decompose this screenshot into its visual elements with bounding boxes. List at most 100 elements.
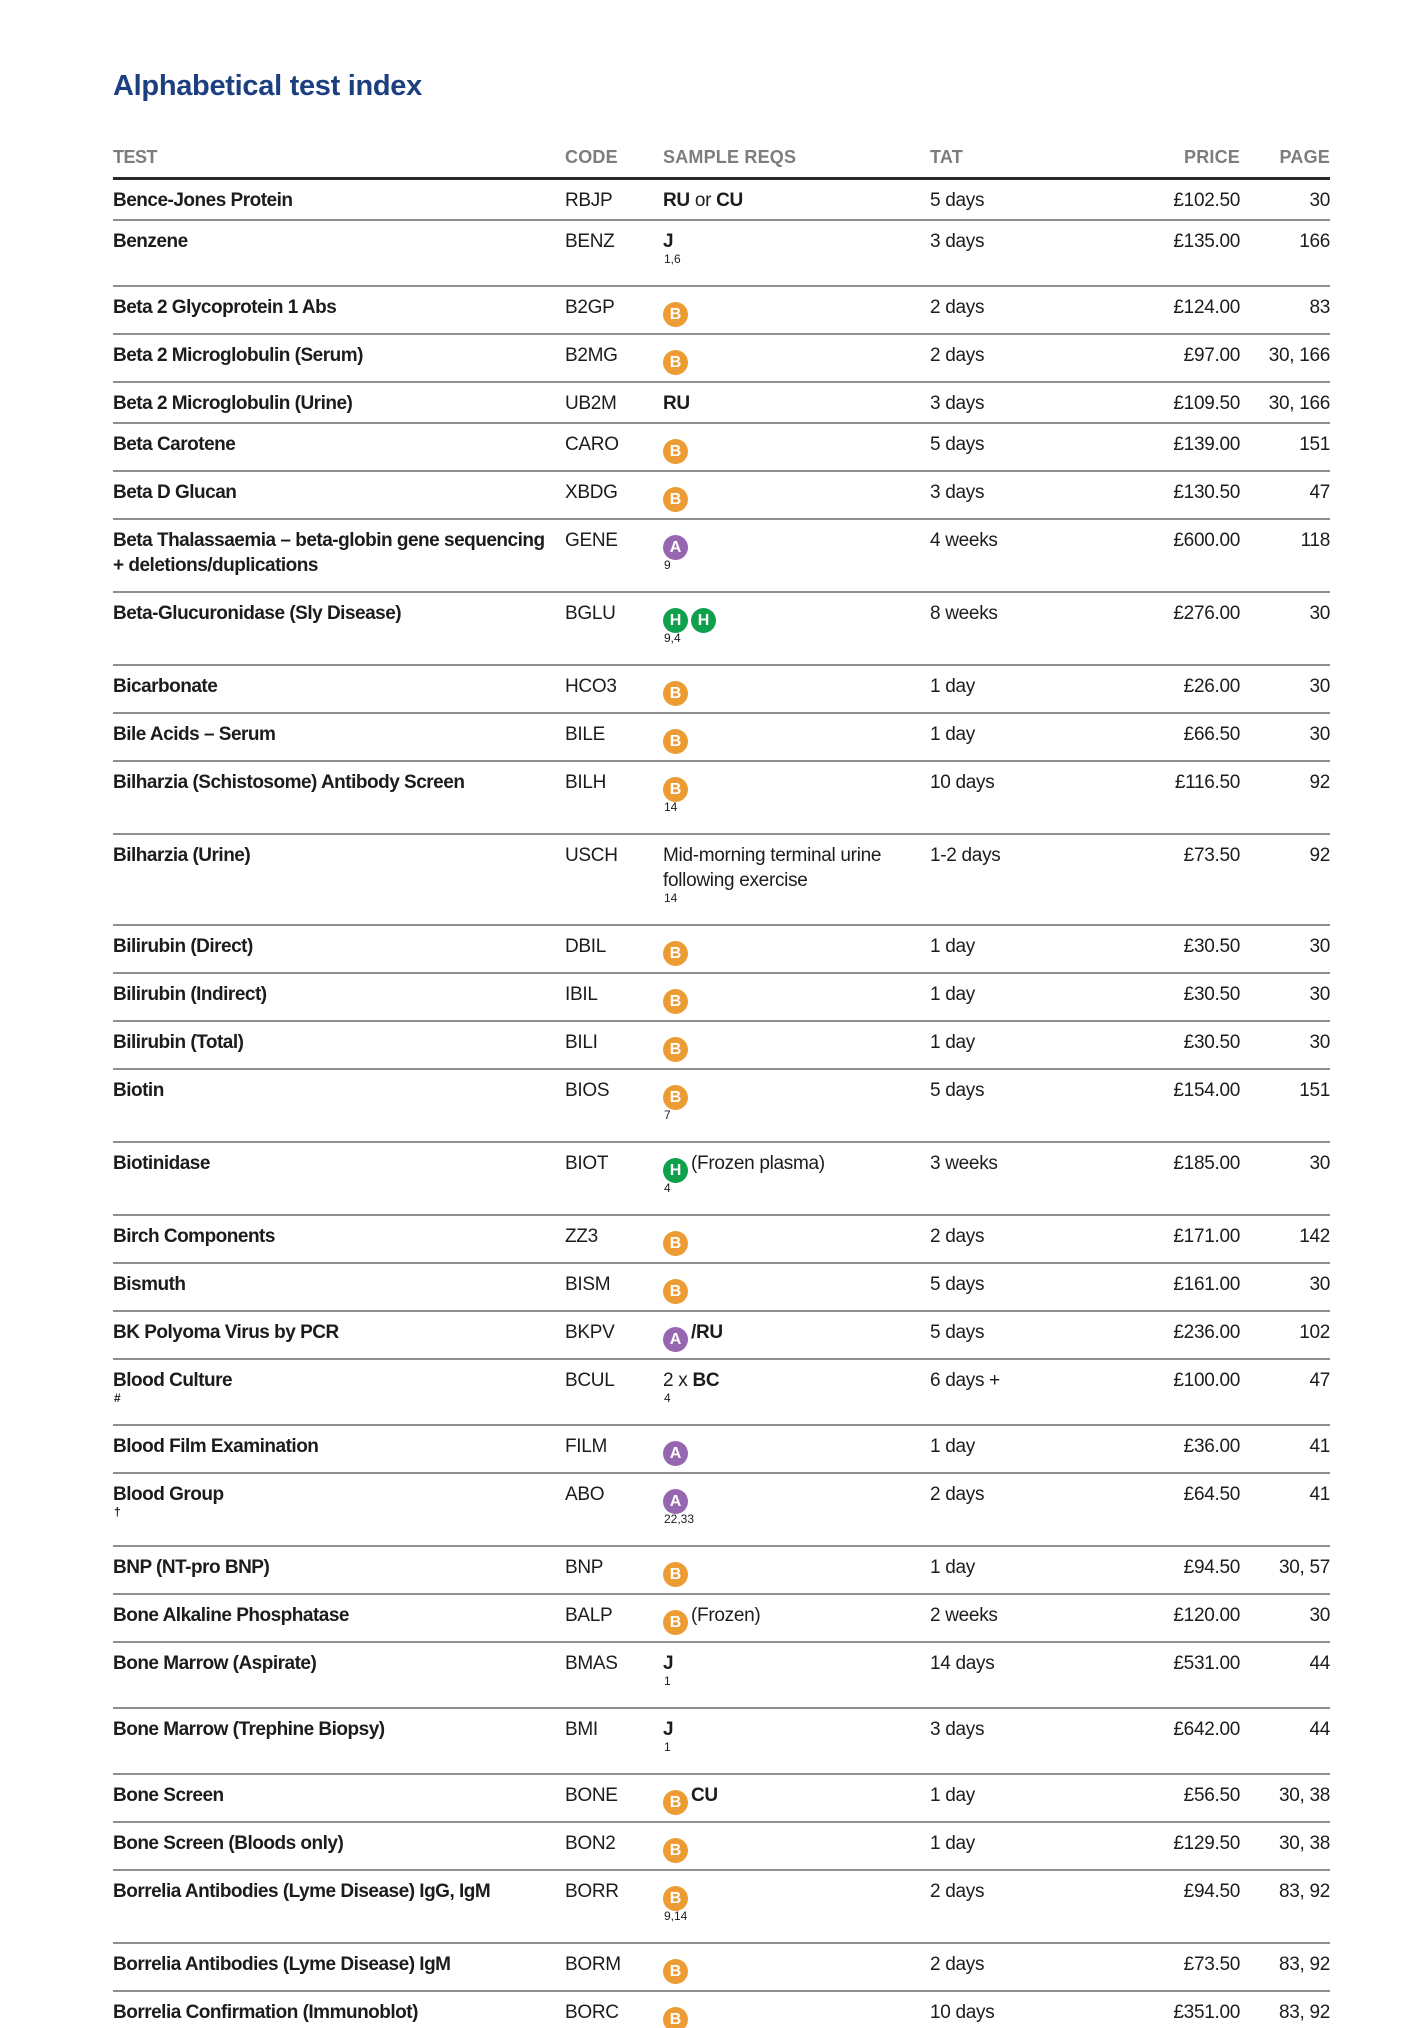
sample-reqs: A/RU [663, 1320, 930, 1352]
test-name: Bilharzia (Schistosome) Antibody Screen [113, 772, 465, 793]
test-name: Beta Thalassaemia – beta-globin gene seq… [113, 530, 545, 576]
test-code: BNP [565, 1557, 604, 1578]
price-value: £36.00 [1183, 1436, 1241, 1457]
test-name: Borrelia Antibodies (Lyme Disease) IgG, … [113, 1881, 491, 1902]
sample-reqs: RU [663, 391, 930, 416]
sample-text: (Frozen plasma) [691, 1153, 825, 1174]
page-ref: 30 [1309, 1274, 1330, 1295]
sample-badge-b-icon: B [663, 350, 688, 375]
test-name: Beta-Glucuronidase (Sly Disease) [113, 603, 402, 624]
test-code: GENE [565, 530, 618, 551]
sample-badge-b-icon: B [663, 729, 688, 754]
test-code: BCUL [565, 1370, 615, 1391]
tat-value: 2 days [930, 1484, 985, 1505]
tat-value: 1 day [930, 676, 975, 697]
tat-value: 5 days [930, 1080, 985, 1101]
page-ref: 44 [1309, 1719, 1330, 1740]
test-name: Beta D Glucan [113, 482, 237, 503]
sample-reqs: B9,14 [663, 2000, 930, 2028]
tat-value: 2 days [930, 1226, 985, 1247]
page-ref: 30 [1309, 1605, 1330, 1626]
test-code: BIOT [565, 1153, 609, 1174]
tat-value: 1 day [930, 1785, 975, 1806]
sample-text: (Frozen) [691, 1605, 761, 1626]
sample-code: BC [692, 1370, 720, 1391]
page-ref: 83, 92 [1278, 2002, 1330, 2023]
test-name: Beta Carotene [113, 434, 236, 455]
page-ref: 92 [1309, 845, 1330, 866]
table-row: Bismuth BISM B 5 days £161.00 30 [113, 1264, 1330, 1312]
test-name: Bilharzia (Urine) [113, 845, 251, 866]
price-value: £600.00 [1173, 530, 1240, 551]
sample-reqs: H H 9,4 [663, 601, 930, 658]
sample-badge-b-icon: B [663, 1886, 688, 1911]
sample-footnote-ref: 4 [664, 1391, 671, 1405]
price-value: £135.00 [1173, 231, 1240, 252]
tat-value: 2 weeks [930, 1605, 998, 1626]
column-header-test: TEST [113, 147, 158, 167]
sample-text: 2 x [663, 1370, 693, 1391]
sample-reqs: B [663, 480, 930, 512]
page-ref: 166 [1299, 231, 1330, 252]
test-code: BMAS [565, 1653, 618, 1674]
table-rows: Bence-Jones Protein RBJP RU or CU 5 days £10… [113, 180, 1330, 2028]
sample-badge-a-icon: A [663, 535, 688, 560]
tat-value: 3 days [930, 231, 985, 252]
table-row: Beta 2 Microglobulin (Serum) B2MG B 2 days £… [113, 335, 1330, 383]
table-row: Blood Group † ABO A 22,33 2 days £64.50 41 [113, 1474, 1330, 1547]
sample-footnote-ref: 9,4 [664, 631, 681, 645]
test-name: Bilirubin (Total) [113, 1032, 244, 1053]
sample-footnote-ref: 9 [664, 558, 671, 572]
table-row: BNP (NT-pro BNP) BNP B 1 day £94.50 30, 57 [113, 1547, 1330, 1595]
test-footnote-marker: † [114, 1505, 121, 1519]
page-ref: 47 [1309, 1370, 1330, 1391]
test-name: Blood Film Examination [113, 1436, 319, 1457]
sample-code: /RU [691, 1322, 723, 1343]
test-code: BISM [565, 1274, 611, 1295]
sample-reqs: B [663, 1272, 930, 1304]
table-row: Blood Culture # BCUL 2 x BC 4 6 days + £100.00… [113, 1360, 1330, 1426]
table-row: Bile Acids – Serum BILE B 1 day £66.50 30 [113, 714, 1330, 762]
tat-value: 5 days [930, 1322, 985, 1343]
test-code: BILH [565, 772, 607, 793]
test-name: Bone Alkaline Phosphatase [113, 1605, 349, 1626]
test-name: Bone Marrow (Trephine Biopsy) [113, 1719, 385, 1740]
tat-value: 3 days [930, 482, 985, 503]
sample-badge-b-icon: B [663, 941, 688, 966]
sample-reqs: H (Frozen plasma) 4 [663, 1151, 930, 1208]
test-name: Bilirubin (Indirect) [113, 984, 267, 1005]
sample-reqs: B [663, 432, 930, 464]
tat-value: 3 days [930, 1719, 985, 1740]
tat-value: 2 days [930, 1881, 985, 1902]
sample-footnote-ref: 14 [664, 891, 678, 905]
test-code: BGLU [565, 603, 616, 624]
sample-reqs: B [663, 1555, 930, 1587]
test-name: Bile Acids – Serum [113, 724, 276, 745]
sample-reqs: B [663, 1224, 930, 1256]
page-ref: 30 [1309, 676, 1330, 697]
page-ref: 118 [1300, 530, 1331, 551]
page-ref: 30 [1309, 603, 1330, 624]
test-code: BMI [565, 1719, 598, 1740]
sample-footnote-ref: 7 [664, 1108, 671, 1122]
tat-value: 2 days [930, 345, 985, 366]
table-row: Beta Thalassaemia – beta-globin gene seq… [113, 520, 1330, 593]
sample-code: J [663, 231, 674, 252]
test-code: BILI [565, 1032, 598, 1053]
table-row: Beta 2 Microglobulin (Urine) UB2M RU 3 days… [113, 383, 1330, 424]
price-value: £116.50 [1174, 772, 1240, 793]
test-name: Beta 2 Glycoprotein 1 Abs [113, 297, 337, 318]
price-value: £531.00 [1173, 1653, 1240, 1674]
test-index-table: TEST CODE SAMPLE REQS TAT PRICE PAGE Ben… [113, 147, 1330, 2028]
sample-code: CU [716, 190, 743, 211]
price-value: £129.50 [1173, 1833, 1240, 1854]
table-row: Beta-Glucuronidase (Sly Disease) BGLU H H 9,… [113, 593, 1330, 666]
sample-reqs: A [663, 1434, 930, 1466]
table-row: Biotin BIOS B 7 5 days £154.00 151 [113, 1070, 1330, 1143]
sample-badge-h-icon: H [691, 608, 716, 633]
sample-badge-b-icon: B [663, 777, 688, 802]
test-code: BALP [565, 1605, 613, 1626]
table-row: Beta 2 Glycoprotein 1 Abs B2GP B 2 days £124… [113, 287, 1330, 335]
sample-badge-b-icon: B [663, 487, 688, 512]
